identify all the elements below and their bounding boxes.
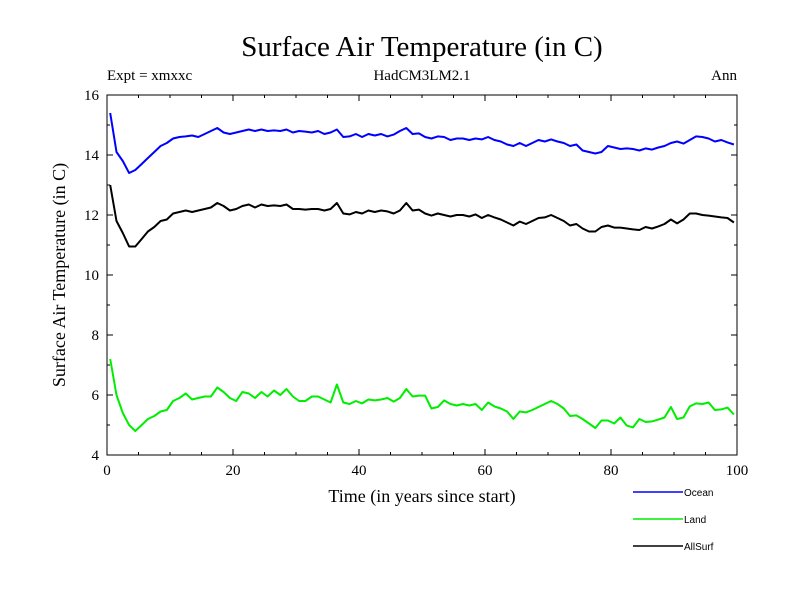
x-tick-label: 0	[103, 463, 111, 479]
x-tick-label: 80	[604, 463, 619, 479]
y-tick-label: 12	[84, 208, 99, 224]
y-tick-label: 10	[84, 268, 99, 284]
x-axis-label: Time (in years since start)	[328, 486, 515, 507]
experiment-label: Expt = xmxxc	[107, 68, 192, 84]
x-tick-label: 20	[226, 463, 241, 479]
chart-title: Surface Air Temperature (in C)	[241, 31, 602, 63]
legend-label-allsurf: AllSurf	[684, 542, 714, 553]
axis-ticks: 0 20 40 60 80 100 4 6 8 10 12 14 16	[84, 88, 748, 479]
y-axis-label: Surface Air Temperature (in C)	[49, 163, 70, 387]
y-tick-label: 4	[92, 448, 100, 464]
series-line-ocean	[109, 112, 735, 174]
y-tick-label: 6	[92, 388, 100, 404]
x-tick-label: 100	[726, 463, 749, 479]
legend-label-land: Land	[684, 515, 706, 526]
series-line-allsurf	[109, 184, 735, 248]
y-tick-label: 8	[92, 328, 100, 344]
x-tick-label: 40	[352, 463, 367, 479]
y-tick-label: 14	[84, 148, 100, 164]
model-label: HadCM3LM2.1	[373, 68, 470, 84]
series-line-land	[109, 358, 735, 432]
y-tick-label: 16	[84, 88, 100, 104]
x-tick-label: 60	[478, 463, 493, 479]
legend: Ocean Land AllSurf	[633, 488, 714, 553]
legend-label-ocean: Ocean	[684, 488, 713, 499]
season-label: Ann	[711, 68, 737, 84]
series-lines	[109, 112, 735, 432]
